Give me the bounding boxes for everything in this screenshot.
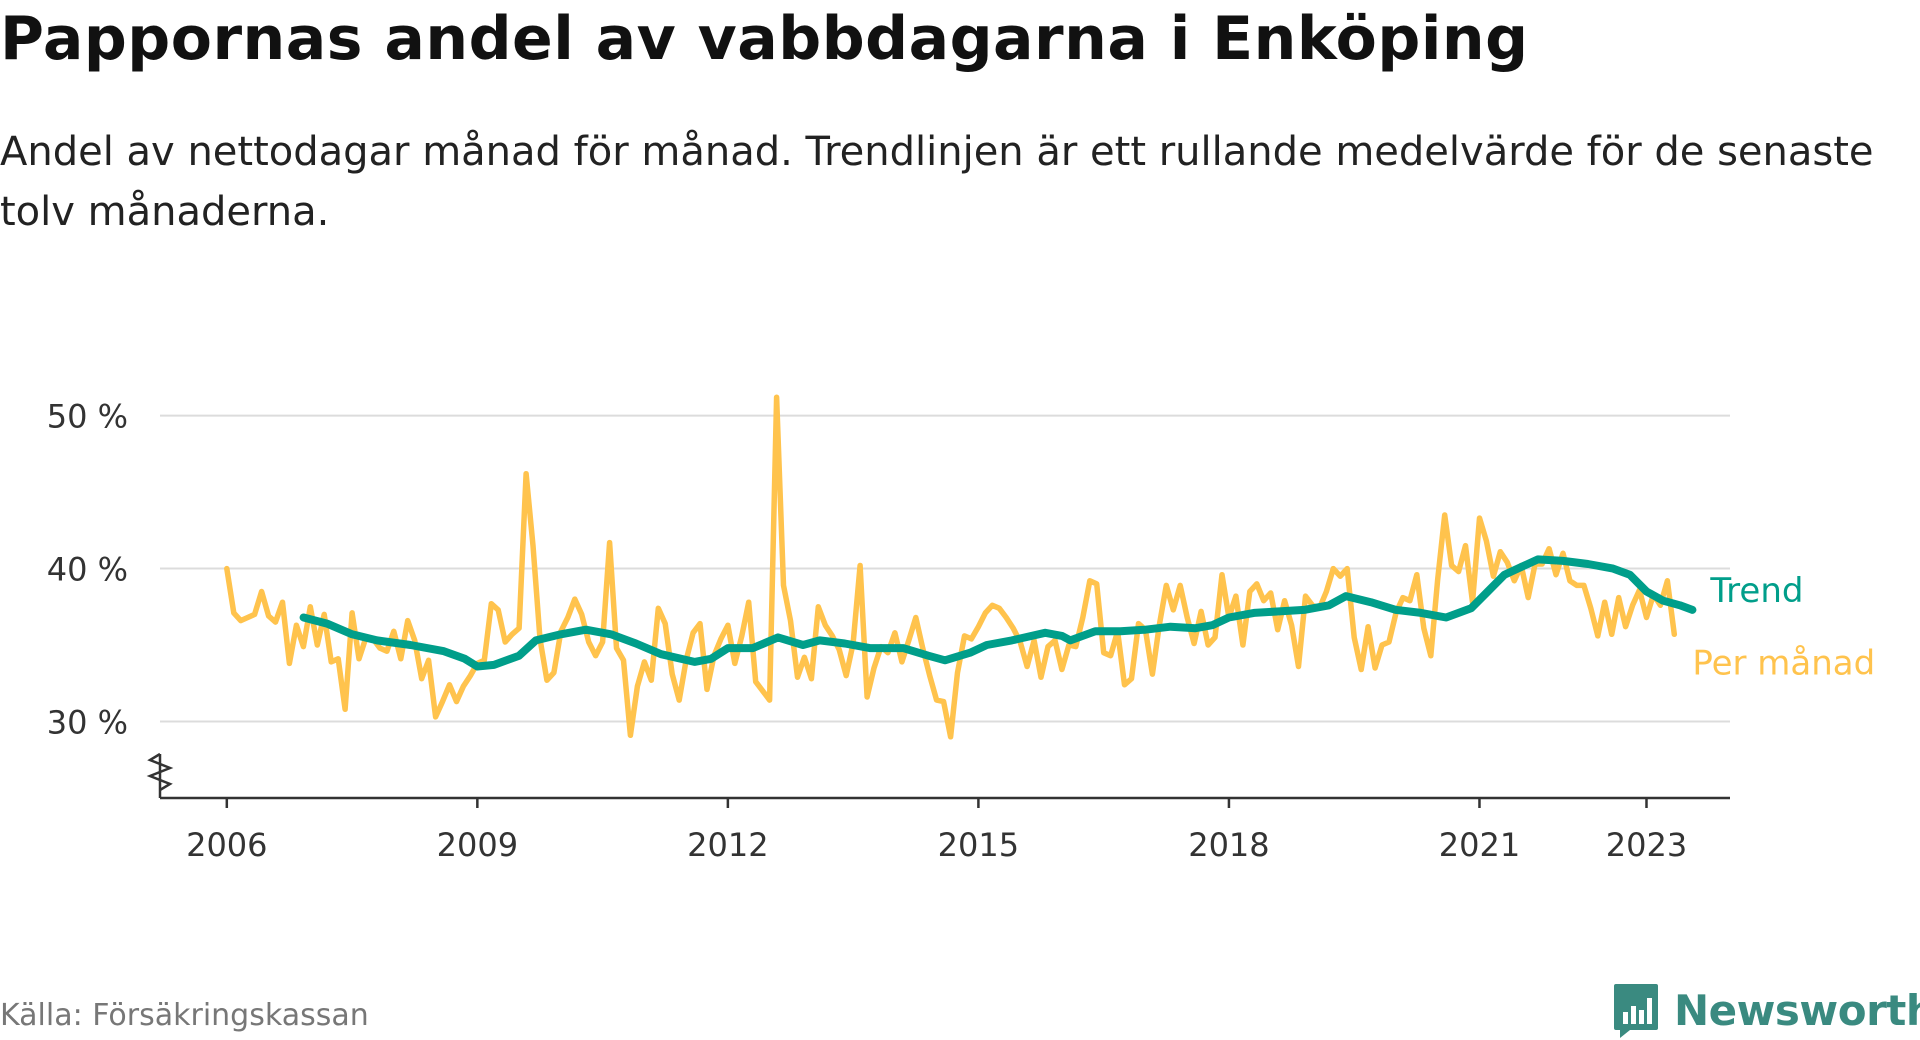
x-tick-label: 2023: [1606, 826, 1687, 864]
x-tick-label: 2012: [687, 826, 768, 864]
legend-label-monthly: Per månad: [1692, 643, 1875, 683]
brand-logo: Newsworthy: [1612, 982, 1920, 1038]
series-line-monthly: [224, 394, 1678, 740]
source-note: Källa: Försäkringskassan: [0, 998, 369, 1033]
x-tick-label: 2018: [1188, 826, 1269, 864]
newsworthy-bar-chart-icon: [1614, 984, 1658, 1038]
y-tick-label: 40 %: [47, 551, 128, 589]
series-line-trend: [299, 555, 1697, 671]
y-tick-label: 30 %: [47, 704, 128, 742]
brand-name: Newsworthy: [1674, 985, 1920, 1035]
y-tick-label: 50 %: [47, 398, 128, 436]
x-tick-label: 2006: [186, 826, 267, 864]
x-tick-label: 2015: [938, 826, 1019, 864]
x-tick-label: 2009: [437, 826, 518, 864]
legend-label-trend: Trend: [1709, 571, 1803, 611]
chart-title: Pappornas andel av vabbdagarna i Enköpin…: [0, 4, 1529, 74]
axis-break-icon: [146, 752, 174, 792]
chart-subtitle: Andel av nettodagar månad för månad. Tre…: [0, 129, 1874, 235]
x-tick-label: 2021: [1439, 826, 1520, 864]
